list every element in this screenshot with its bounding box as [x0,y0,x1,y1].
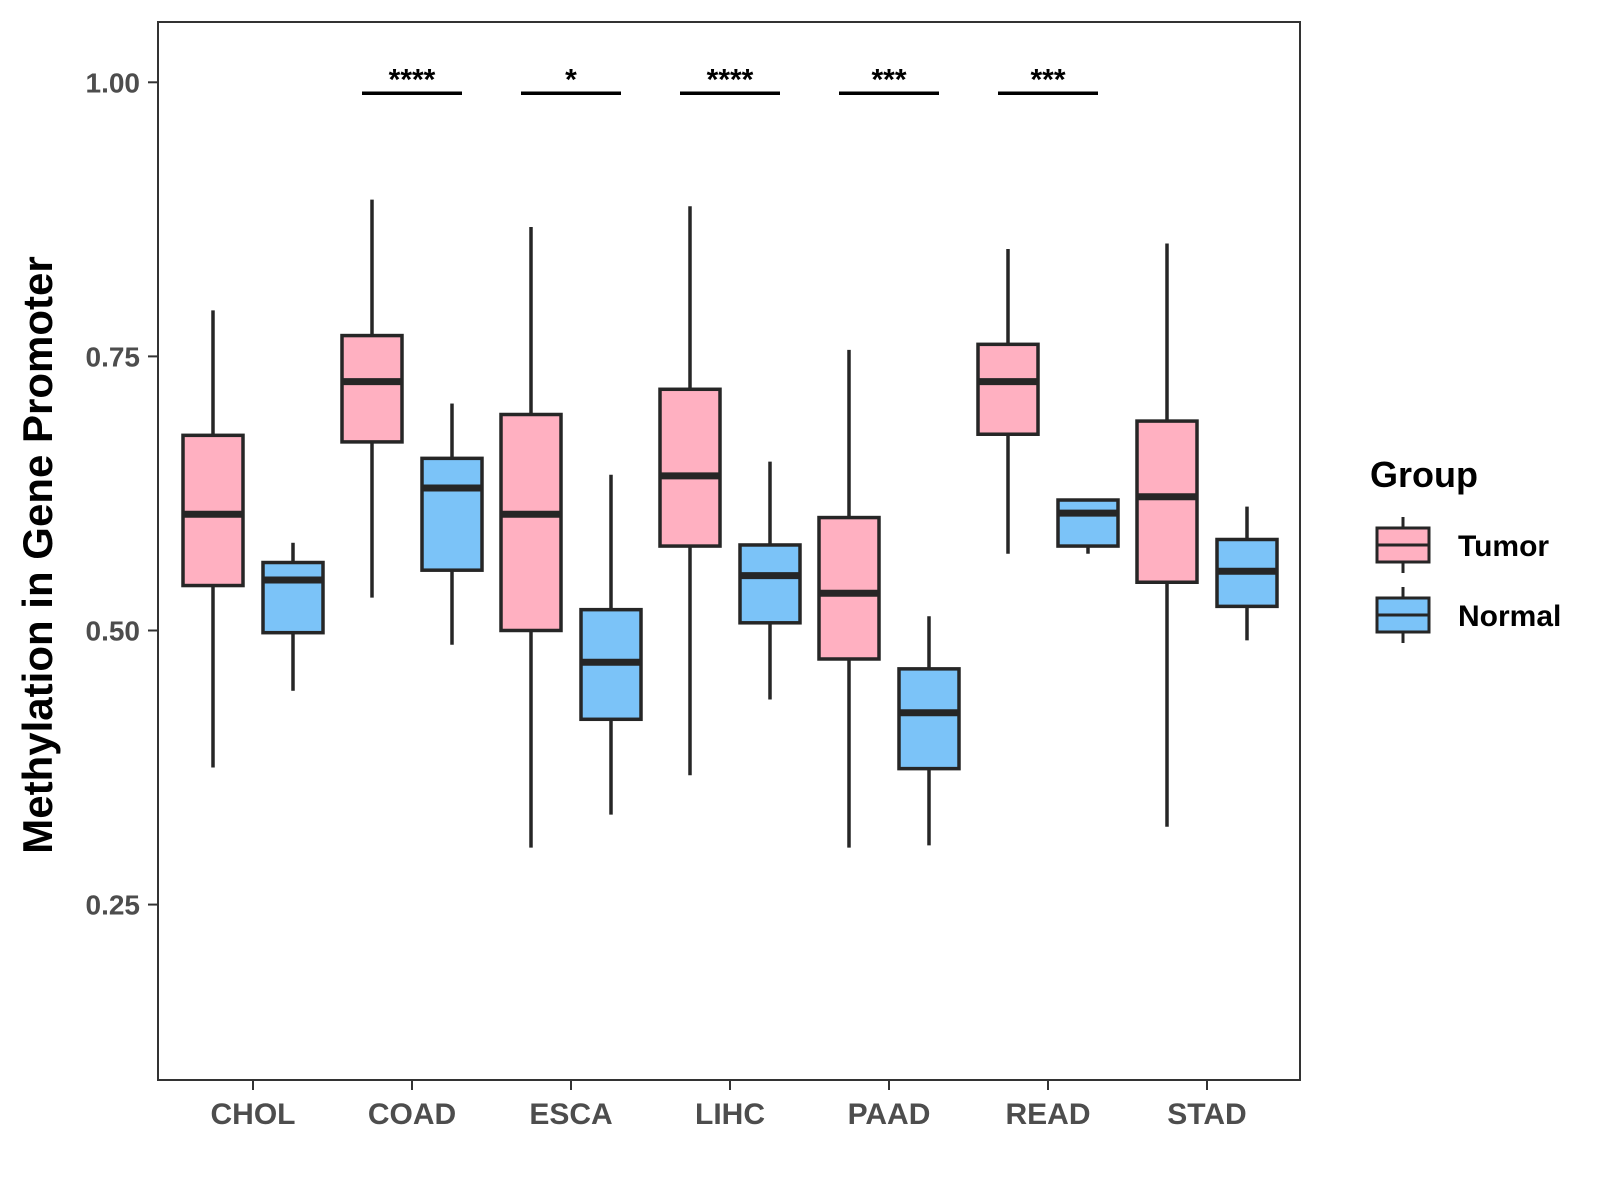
legend-key-tumor [1375,517,1431,573]
box-iqr [340,333,404,444]
y-tick-label: 0.75 [86,341,141,372]
box-iqr [420,456,484,572]
box-iqr [897,667,961,771]
box-iqr [261,560,325,635]
significance-label: **** [707,63,754,96]
box-normal-esca [579,474,643,815]
x-tick-label-paad: PAAD [848,1098,931,1131]
box-normal-read [1056,498,1120,554]
legend-key-normal [1375,587,1431,643]
box-iqr [1135,419,1199,584]
y-axis-title: Methylation in Gene Promoter [14,256,61,853]
legend-label-tumor: Tumor [1458,530,1549,563]
x-tick-label-esca: ESCA [529,1098,612,1131]
box-tumor-coad [340,199,404,598]
significance-label: **** [389,63,436,96]
box-iqr [738,543,802,625]
box-tumor-esca [499,227,563,848]
box-normal-chol [261,542,325,691]
legend-label-normal: Normal [1458,600,1561,633]
box-normal-paad [897,616,961,846]
plot-area: 0.25 0.50 0.75 1.00 CHOL COAD ESCA LIHC PAAD READ… [86,21,1301,1131]
significance-label: * [565,63,577,96]
legend: Group Tumor Normal [1370,454,1561,643]
x-tick-label-read: READ [1005,1098,1090,1131]
box-iqr [976,342,1040,436]
x-tick-label-chol: CHOL [211,1098,296,1131]
y-tick-label: 1.00 [86,67,141,98]
x-tick-label-stad: STAD [1167,1098,1246,1131]
box-tumor-read [976,248,1040,554]
x-tick-label-lihc: LIHC [695,1098,765,1131]
box-iqr [1056,498,1120,548]
y-tick-label: 0.25 [86,890,141,921]
box-tumor-paad [817,349,881,848]
significance-label: *** [1030,63,1065,96]
box-tumor-lihc [658,206,722,776]
box-iqr [817,515,881,661]
box-iqr [658,387,722,548]
box-tumor-stad [1135,243,1199,827]
box-tumor-chol [181,310,245,768]
box-iqr [499,412,563,633]
x-tick-label-coad: COAD [368,1098,456,1131]
significance-label: *** [871,63,906,96]
legend-title: Group [1370,454,1478,495]
box-iqr [181,433,245,588]
box-normal-lihc [738,461,802,700]
box-normal-coad [420,403,484,645]
box-normal-stad [1215,506,1279,641]
y-tick-label: 0.50 [86,615,141,646]
